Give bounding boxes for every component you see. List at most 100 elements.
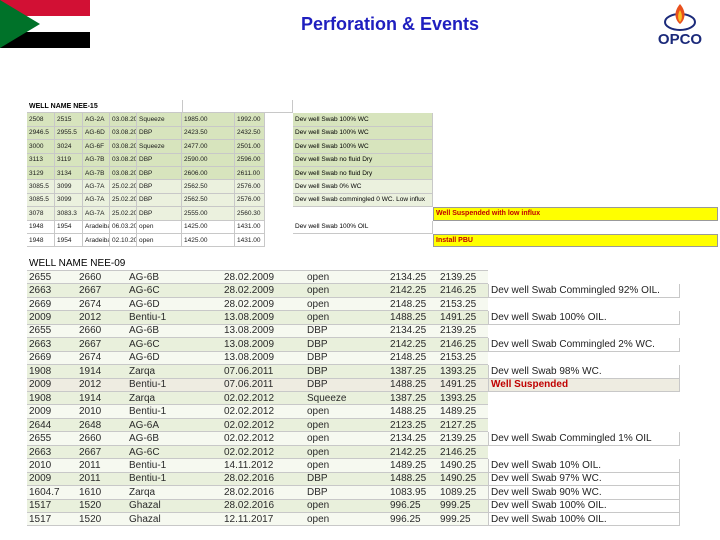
table-cell: AG-6B — [127, 270, 222, 285]
table-cell: Aradeiba-C — [83, 234, 110, 248]
remark: Dev well Swab 90% WC. — [488, 486, 680, 500]
table-cell: 2009 — [27, 311, 77, 325]
table-cell: 3099 — [55, 193, 83, 208]
table-cell: AG-6D — [127, 297, 222, 312]
table-cell: open — [305, 445, 388, 460]
table-cell: 28.02.2016 — [222, 499, 305, 514]
table-cell: 2648 — [77, 418, 127, 433]
table-cell: AG-6D — [83, 126, 110, 141]
table-cell: DBP — [137, 180, 182, 194]
table-cell: 2674 — [77, 351, 127, 366]
remark: Dev well Swab 100% WC — [293, 113, 433, 127]
table-cell: 2011 — [77, 472, 127, 487]
table-cell: 2669 — [27, 351, 77, 366]
table-cell: open — [305, 270, 388, 285]
table-cell: 2674 — [77, 297, 127, 312]
table-cell: 1914 — [77, 392, 127, 406]
table-cell: DBP — [137, 153, 182, 167]
table-cell: 2153.25 — [438, 297, 488, 312]
table-cell: AG-6A — [127, 418, 222, 433]
table-cell: 3024 — [55, 140, 83, 154]
table-cell: Squeeze — [137, 113, 182, 127]
table-cell: 2560.30 — [235, 207, 265, 221]
table-cell: DBP — [305, 472, 388, 487]
remark: Dev well Swab 100% OIL. — [488, 499, 680, 514]
table-cell: 2644 — [27, 418, 77, 433]
logo-text: OPCO — [658, 31, 703, 48]
table-cell: AG-6C — [127, 284, 222, 298]
table-cell: 2009 — [27, 472, 77, 487]
table-cell: 3129 — [27, 167, 55, 181]
table-cell: 2134.25 — [388, 432, 438, 446]
table-cell: 2515 — [55, 113, 83, 127]
remark: Dev well Swab 0% WC — [293, 180, 433, 194]
header-fill — [182, 100, 293, 114]
table-cell: 1489.25 — [388, 459, 438, 473]
table-cell: 1488.25 — [388, 472, 438, 487]
table-cell: 2139.25 — [438, 270, 488, 285]
table-cell: Bentiu-1 — [127, 472, 222, 487]
table-cell: DBP — [137, 193, 182, 208]
remark: Dev well Swab no fluid Dry — [293, 167, 433, 181]
table-cell: Aradeiba-C — [83, 220, 110, 234]
table-cell: AG-6D — [127, 351, 222, 366]
table-cell: DBP — [305, 351, 388, 366]
table-cell: 2660 — [77, 432, 127, 446]
table-cell: 1083.95 — [388, 486, 438, 500]
table-cell: 2576.00 — [235, 193, 265, 208]
table-cell: AG-7B — [83, 153, 110, 167]
table-cell: 03.08.2013 — [110, 167, 137, 181]
table-cell: 1387.25 — [388, 365, 438, 379]
table-cell: 3134 — [55, 167, 83, 181]
table-cell: 02.02.2012 — [222, 432, 305, 446]
table-cell: 2012 — [77, 378, 127, 392]
table-cell: 2010 — [77, 405, 127, 419]
remark: Dev well Swab no fluid Dry — [293, 153, 433, 167]
table-cell: 13.08.2009 — [222, 351, 305, 366]
table-cell: open — [305, 297, 388, 312]
table-cell: 1490.25 — [438, 472, 488, 487]
remark: Dev well Swab Commingled 2% WC. — [488, 338, 680, 352]
table-cell: 1387.25 — [388, 392, 438, 406]
table-cell: 2555.00 — [182, 207, 235, 221]
table-cell: 2146.25 — [438, 338, 488, 352]
table-cell: 3099 — [55, 180, 83, 194]
table-cell: 13.08.2009 — [222, 324, 305, 339]
table-cell: 1908 — [27, 365, 77, 379]
remark: Dev well Swab 98% WC. — [488, 365, 680, 379]
remark: Dev well Swab 10% OIL. — [488, 459, 680, 473]
table-cell: 2667 — [77, 284, 127, 298]
table-cell: open — [305, 311, 388, 325]
table-cell: 2012 — [77, 311, 127, 325]
table-cell: 1914 — [77, 365, 127, 379]
table-cell: 2611.00 — [235, 167, 265, 181]
remark: Dev well Swab commingled 0 WC. Low influ… — [293, 193, 433, 208]
remark: Dev well Swab 100% OIL. — [488, 311, 680, 325]
table-cell: 3085.5 — [27, 180, 55, 194]
table-cell: 2660 — [77, 270, 127, 285]
remark: Dev well Swab 100% WC — [293, 140, 433, 154]
table-cell: 25.02.2015 — [110, 207, 137, 221]
table-cell: 2655 — [27, 270, 77, 285]
table-cell: 2501.00 — [235, 140, 265, 154]
header-cell: WELL NAME NEE-15 — [27, 100, 293, 114]
table-cell: AG-7A — [83, 180, 110, 194]
table-cell: 2146.25 — [438, 445, 488, 460]
table-cell: 13.08.2009 — [222, 311, 305, 325]
table-cell: 1488.25 — [388, 311, 438, 325]
table-cell: 1520 — [77, 513, 127, 527]
header-cell: WELL NAME NEE-09 — [27, 257, 488, 271]
table-cell: 13.08.2009 — [222, 338, 305, 352]
table-cell: DBP — [305, 365, 388, 379]
table-cell: open — [305, 418, 388, 433]
table-cell: 3119 — [55, 153, 83, 167]
table-cell: AG-7A — [83, 193, 110, 208]
table-cell: 2590.00 — [182, 153, 235, 167]
table-cell: 2127.25 — [438, 418, 488, 433]
table-cell: 03.08.2013 — [110, 153, 137, 167]
table-cell: 1491.25 — [438, 311, 488, 325]
remark: Dev well Swab 100% OIL. — [488, 513, 680, 527]
remark: Dev well Swab Commingled 92% OIL. — [488, 284, 680, 298]
table-cell: 2011 — [77, 459, 127, 473]
